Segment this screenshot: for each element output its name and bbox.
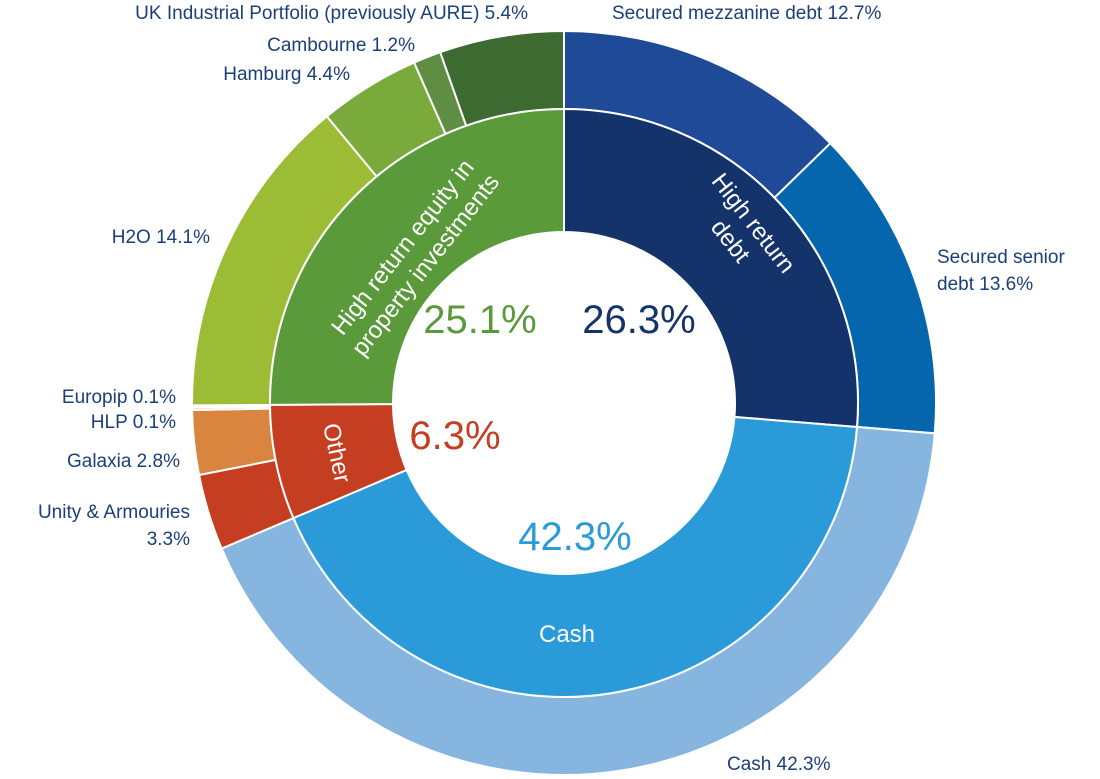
outer-labels: Secured mezzanine debt 12.7% Secured seni… (38, 3, 1066, 775)
inner-slice-cash (292, 415, 859, 698)
center-labels: 26.3% 42.3% 6.3% 25.1% (409, 298, 695, 559)
ring-label-cash: Cash (539, 621, 595, 648)
outer-ring (191, 29, 937, 776)
center-pct-high-return-debt: 26.3% (582, 298, 695, 342)
center-pct-high-return-equity-in-property-investments: 25.1% (423, 298, 536, 342)
center-pct-other: 6.3% (409, 414, 500, 458)
inner-ring (268, 107, 859, 698)
outer-label-cambourne-1-2: Cambourne 1.2% (267, 35, 415, 56)
inner-slice-high-return-debt (563, 107, 859, 429)
outer-label-secured-senior: Secured senior debt 13.6% (937, 247, 1065, 295)
outer-label-cash-42-3: Cash 42.3% (727, 754, 831, 775)
inner-slice-high-return-equity-in-property-investments (269, 107, 565, 406)
outer-label-hamburg-4-4: Hamburg 4.4% (223, 64, 350, 85)
outer-label-secured-mezzanine-debt-12-7: Secured mezzanine debt 12.7% (612, 3, 881, 24)
outer-label-europip-0-1: Europip 0.1% (62, 387, 176, 408)
outer-label-unity-armouries: Unity & Armouries 3.3% (38, 502, 190, 550)
outer-label-h2o-14-1: H2O 14.1% (112, 227, 210, 248)
outer-label-galaxia-2-8: Galaxia 2.8% (67, 451, 180, 472)
outer-label-hlp-0-1: HLP 0.1% (91, 412, 176, 433)
outer-label-uk-industrial-portfolio-previously-aure-5-4: UK Industrial Portfolio (previously AURE… (135, 3, 528, 24)
center-pct-cash: 42.3% (518, 515, 631, 559)
